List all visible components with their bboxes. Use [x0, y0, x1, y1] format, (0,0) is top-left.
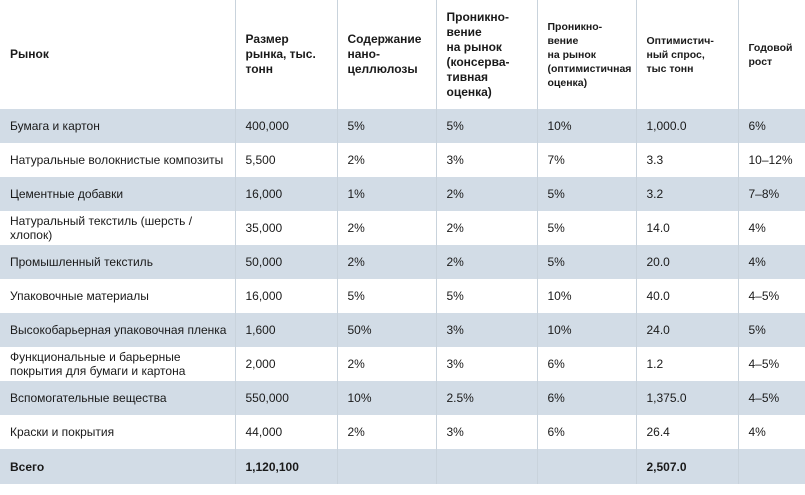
table-row: Функциональные и барьерные покрытия для … — [0, 347, 805, 381]
table-row: Высокобарьерная упаковочная пленка 1,600 5… — [0, 313, 805, 347]
cell-annual-growth: 6% — [738, 109, 805, 143]
cell-annual-growth: 4% — [738, 415, 805, 449]
cell-nanocellulose-content: 2% — [337, 143, 437, 177]
cell-nanocellulose-content: 50% — [337, 313, 437, 347]
cell-market-size: 400,000 — [235, 109, 338, 143]
cell-optimistic-demand: 14.0 — [636, 211, 739, 245]
cell-optimistic-demand: 1.2 — [636, 347, 739, 381]
header-annual-growth: Годовой рост — [738, 0, 805, 109]
header-penetration-optimistic: Проникно- вение на рынок (оптимистичная … — [537, 0, 637, 109]
cell-optimistic-demand: 40.0 — [636, 279, 739, 313]
cell-penetration-optimistic: 5% — [537, 245, 637, 279]
cell-annual-growth: 4% — [738, 211, 805, 245]
cell-optimistic-demand: 3.2 — [636, 177, 739, 211]
table-row: Промышленный текстиль 50,000 2% 2% 5% 20.0 4% — [0, 245, 805, 279]
cell-nanocellulose-content: 5% — [337, 279, 437, 313]
cell-annual-growth: 4% — [738, 245, 805, 279]
cell-annual-growth: 4–5% — [738, 279, 805, 313]
cell-penetration-optimistic: 6% — [537, 347, 637, 381]
header-penetration-conservative: Проникно- вение на рынок (консерва- тивн… — [436, 0, 538, 109]
cell-penetration-conservative: 2% — [436, 211, 538, 245]
cell-market: Вспомогательные вещества — [0, 381, 236, 415]
table-row: Натуральный текстиль (шерсть /хлопок) 35,… — [0, 211, 805, 245]
cell-annual-growth: 4–5% — [738, 381, 805, 415]
cell-penetration-optimistic: 5% — [537, 211, 637, 245]
cell-market-size: 16,000 — [235, 177, 338, 211]
cell-annual-growth: 4–5% — [738, 347, 805, 381]
cell-market: Натуральные волокнистые композиты — [0, 143, 236, 177]
table-body: Бумага и картон 400,000 5% 5% 10% 1,000.0 6% На… — [0, 109, 805, 484]
table-row: Бумага и картон 400,000 5% 5% 10% 1,000.0 6% — [0, 109, 805, 143]
table-row: Натуральные волокнистые композиты 5,500 2%… — [0, 143, 805, 177]
table-row: Вспомогательные вещества 550,000 10% 2.5% 6%… — [0, 381, 805, 415]
cell-annual-growth: 5% — [738, 313, 805, 347]
cell-optimistic-demand: 1,375.0 — [636, 381, 739, 415]
cell-penetration-optimistic: 7% — [537, 143, 637, 177]
cell-optimistic-demand: 20.0 — [636, 245, 739, 279]
cell-penetration-optimistic: 6% — [537, 415, 637, 449]
header-optimistic-demand: Оптимистич- ный спрос, тыс тонн — [636, 0, 739, 109]
total-penetration-conservative — [436, 449, 538, 484]
cell-market-size: 35,000 — [235, 211, 338, 245]
market-table: Рынок Размер рынка, тыс. тонн Содержание… — [0, 0, 805, 484]
cell-market-size: 550,000 — [235, 381, 338, 415]
cell-nanocellulose-content: 2% — [337, 347, 437, 381]
header-market-size: Размер рынка, тыс. тонн — [235, 0, 338, 109]
total-penetration-optimistic — [537, 449, 637, 484]
cell-penetration-conservative: 3% — [436, 313, 538, 347]
total-annual-growth — [738, 449, 805, 484]
cell-penetration-optimistic: 10% — [537, 313, 637, 347]
cell-market: Упаковочные материалы — [0, 279, 236, 313]
cell-market-size: 16,000 — [235, 279, 338, 313]
cell-annual-growth: 7–8% — [738, 177, 805, 211]
cell-optimistic-demand: 1,000.0 — [636, 109, 739, 143]
cell-penetration-conservative: 3% — [436, 347, 538, 381]
header-market: Рынок — [0, 0, 236, 109]
cell-market: Промышленный текстиль — [0, 245, 236, 279]
cell-market: Краски и покрытия — [0, 415, 236, 449]
cell-market: Натуральный текстиль (шерсть /хлопок) — [0, 211, 236, 245]
total-nanocellulose-content — [337, 449, 437, 484]
cell-penetration-conservative: 3% — [436, 415, 538, 449]
cell-penetration-optimistic: 10% — [537, 279, 637, 313]
total-row: Всего 1,120,100 2,507.0 — [0, 449, 805, 484]
cell-annual-growth: 10–12% — [738, 143, 805, 177]
cell-nanocellulose-content: 1% — [337, 177, 437, 211]
cell-penetration-optimistic: 6% — [537, 381, 637, 415]
header-nanocellulose-content: Содержание нано- целлюлозы — [337, 0, 437, 109]
cell-nanocellulose-content: 2% — [337, 245, 437, 279]
cell-market-size: 1,600 — [235, 313, 338, 347]
cell-optimistic-demand: 3.3 — [636, 143, 739, 177]
cell-market: Функциональные и барьерные покрытия для … — [0, 347, 236, 381]
cell-penetration-optimistic: 10% — [537, 109, 637, 143]
cell-nanocellulose-content: 2% — [337, 415, 437, 449]
table-row: Упаковочные материалы 16,000 5% 5% 10% 40.0 4–… — [0, 279, 805, 313]
cell-penetration-conservative: 2% — [436, 177, 538, 211]
cell-penetration-conservative: 2% — [436, 245, 538, 279]
cell-market: Цементные добавки — [0, 177, 236, 211]
cell-penetration-conservative: 3% — [436, 143, 538, 177]
cell-optimistic-demand: 24.0 — [636, 313, 739, 347]
cell-penetration-conservative: 5% — [436, 279, 538, 313]
cell-optimistic-demand: 26.4 — [636, 415, 739, 449]
cell-penetration-conservative: 2.5% — [436, 381, 538, 415]
cell-nanocellulose-content: 2% — [337, 211, 437, 245]
cell-market-size: 44,000 — [235, 415, 338, 449]
cell-penetration-optimistic: 5% — [537, 177, 637, 211]
header-row: Рынок Размер рынка, тыс. тонн Содержание… — [0, 0, 805, 109]
cell-penetration-conservative: 5% — [436, 109, 538, 143]
cell-nanocellulose-content: 5% — [337, 109, 437, 143]
total-market: Всего — [0, 449, 236, 484]
cell-market: Бумага и картон — [0, 109, 236, 143]
table-row: Цементные добавки 16,000 1% 2% 5% 3.2 7–8% — [0, 177, 805, 211]
cell-market-size: 2,000 — [235, 347, 338, 381]
total-optimistic-demand: 2,507.0 — [636, 449, 739, 484]
cell-market: Высокобарьерная упаковочная пленка — [0, 313, 236, 347]
cell-market-size: 5,500 — [235, 143, 338, 177]
total-market-size: 1,120,100 — [235, 449, 338, 484]
table-row: Краски и покрытия 44,000 2% 3% 6% 26.4 4% — [0, 415, 805, 449]
cell-nanocellulose-content: 10% — [337, 381, 437, 415]
cell-market-size: 50,000 — [235, 245, 338, 279]
